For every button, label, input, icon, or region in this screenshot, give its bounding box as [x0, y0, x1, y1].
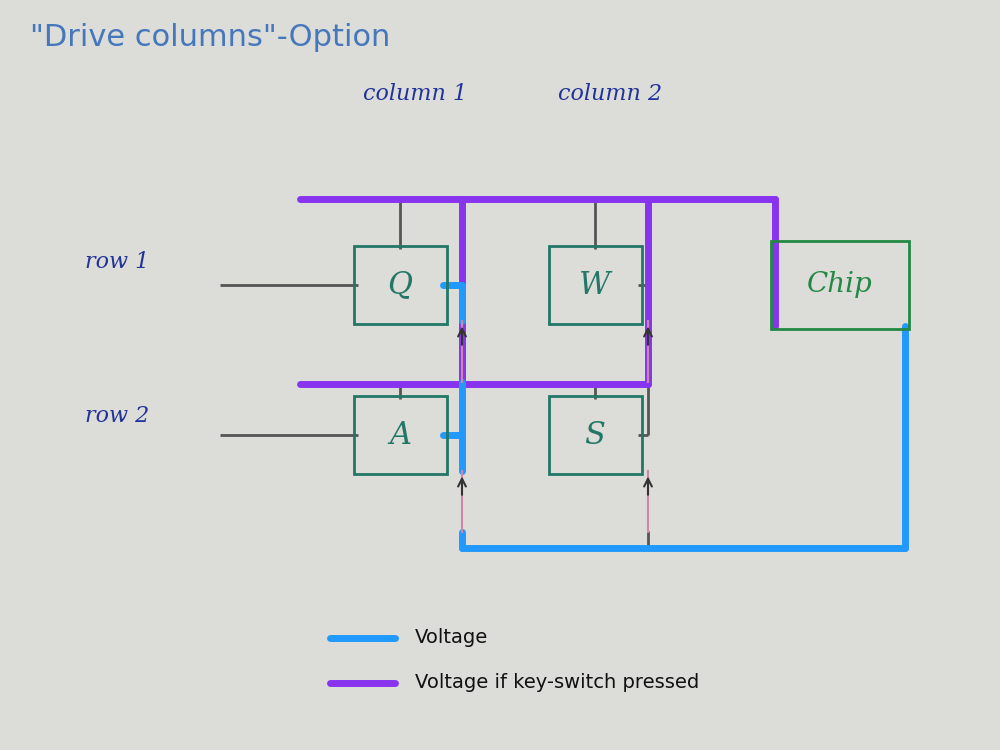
Text: Voltage: Voltage	[415, 628, 488, 647]
Text: A: A	[389, 419, 411, 451]
Text: Q: Q	[388, 269, 413, 301]
Text: Chip: Chip	[807, 272, 873, 298]
Text: S: S	[585, 419, 605, 451]
Text: Voltage if key-switch pressed: Voltage if key-switch pressed	[415, 673, 699, 692]
Text: column 2: column 2	[558, 82, 662, 105]
Text: row 1: row 1	[85, 251, 149, 274]
Text: column 1: column 1	[363, 82, 467, 105]
Text: row 2: row 2	[85, 405, 149, 427]
Text: "Drive columns"-Option: "Drive columns"-Option	[30, 22, 390, 52]
Text: W: W	[579, 269, 611, 301]
